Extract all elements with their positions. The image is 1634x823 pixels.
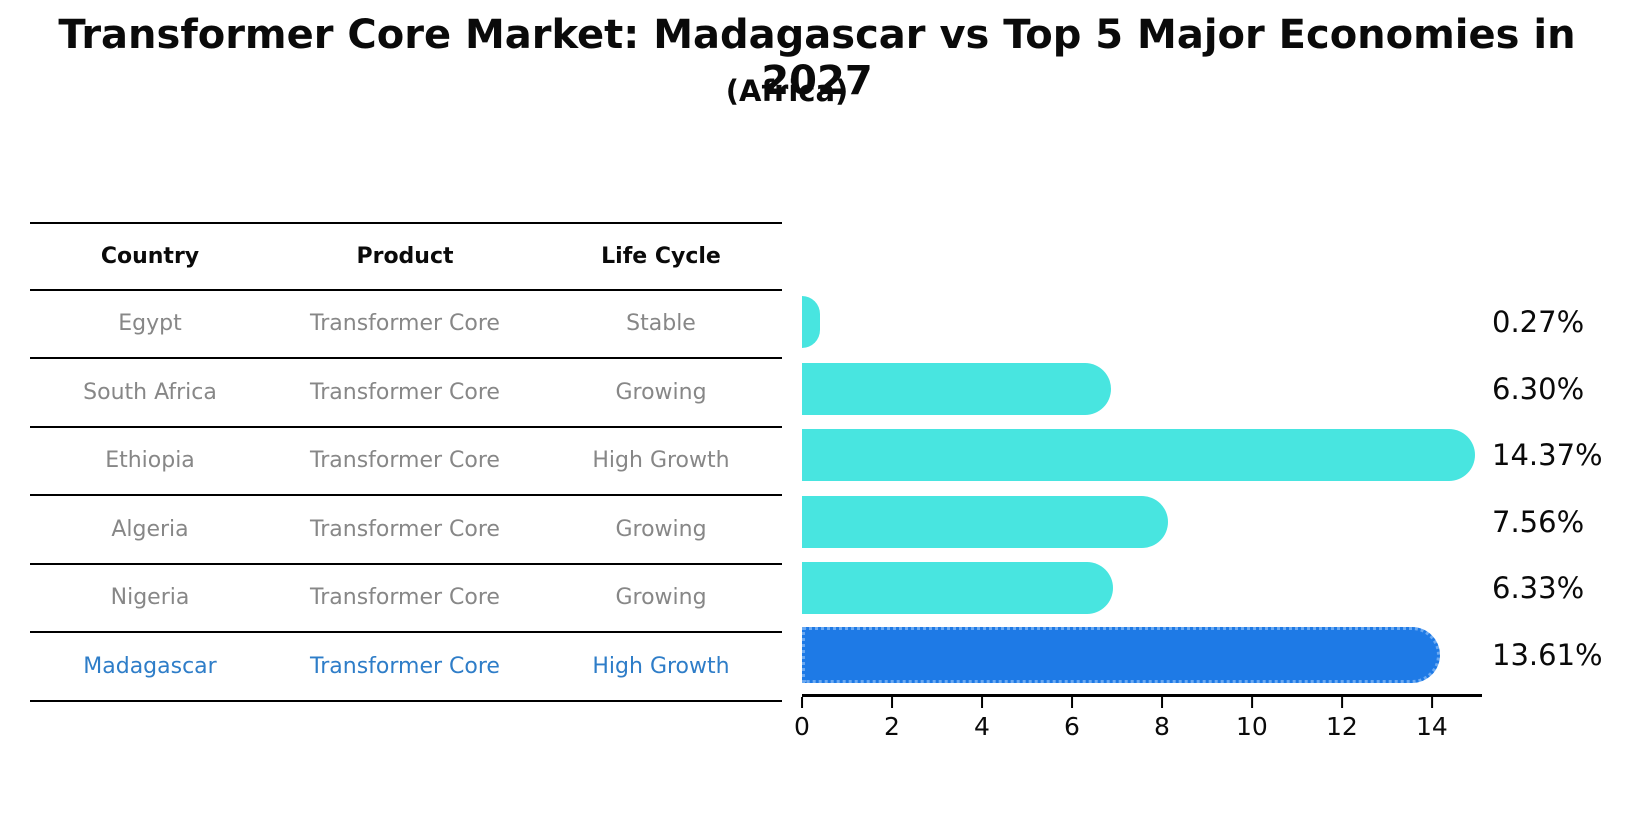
tick-label: 8 [1153, 712, 1170, 741]
bar-south-africa [802, 362, 1112, 415]
bar-algeria [802, 495, 1169, 548]
column-header-lifecycle: Life Cycle [601, 243, 721, 269]
table-row-egypt: Egypt Transformer Core Stable [30, 291, 782, 359]
lifecycle-cell: Growing [615, 379, 707, 405]
x-tick: 8 [1154, 697, 1170, 741]
tick-mark [1070, 697, 1074, 708]
tick-label: 4 [974, 712, 990, 741]
bar-row [802, 555, 1480, 622]
country-cell: Algeria [111, 516, 189, 542]
x-tick: 14 [1416, 697, 1448, 741]
x-tick: 10 [1236, 697, 1268, 741]
value-label-column: 0.27% 6.30% 14.37% 7.56% 6.33% 13.61% [1492, 289, 1632, 688]
value-label-south-africa: 6.30% [1492, 371, 1585, 406]
table-row-madagascar: Madagascar Transformer Core High Growth [30, 633, 782, 702]
tick-label: 10 [1235, 712, 1268, 741]
bar-plot-area [802, 289, 1480, 688]
lifecycle-cell: High Growth [592, 653, 730, 679]
tick-mark [1430, 697, 1434, 708]
value-label-nigeria: 6.33% [1492, 571, 1585, 606]
bar-ethiopia [802, 429, 1475, 482]
tick-mark [800, 697, 804, 708]
tick-label: 0 [794, 712, 810, 741]
country-cell: Madagascar [83, 653, 217, 679]
table-row-south-africa: South Africa Transformer Core Growing [30, 359, 782, 428]
country-cell: Ethiopia [105, 448, 195, 474]
bar-egypt [802, 296, 820, 349]
country-cell: Egypt [118, 311, 182, 337]
bar-nigeria [802, 562, 1113, 615]
tick-label: 2 [884, 712, 900, 741]
tick-label: 6 [1063, 712, 1080, 741]
x-tick: 0 [794, 697, 810, 741]
x-axis-line [802, 694, 1482, 697]
lifecycle-cell: Growing [615, 516, 707, 542]
product-cell: Transformer Core [310, 448, 500, 474]
bar-madagascar [802, 626, 1441, 683]
bar-row [802, 622, 1480, 689]
value-label-madagascar: 13.61% [1492, 637, 1603, 672]
bar-row [802, 356, 1480, 423]
country-cell: South Africa [83, 379, 217, 405]
chart-title: Transformer Core Market: Madagascar vs T… [58, 12, 1576, 104]
lifecycle-cell: Growing [615, 585, 707, 611]
value-label-egypt: 0.27% [1492, 305, 1585, 340]
table-row-algeria: Algeria Transformer Core Growing [30, 496, 782, 565]
tick-label: 14 [1415, 712, 1448, 741]
tick-mark [1160, 697, 1164, 708]
value-label-algeria: 7.56% [1492, 504, 1585, 539]
x-tick: 6 [1064, 697, 1080, 741]
bar-row [802, 489, 1480, 556]
tick-label: 12 [1325, 712, 1358, 741]
product-cell: Transformer Core [310, 379, 500, 405]
x-tick: 12 [1326, 697, 1358, 741]
country-table: Country Product Life Cycle Egypt Transfo… [30, 222, 782, 702]
product-cell: Transformer Core [310, 311, 500, 337]
table-header-row: Country Product Life Cycle [30, 224, 782, 291]
bar-row [802, 289, 1480, 356]
tick-mark [890, 697, 894, 708]
product-cell: Transformer Core [310, 516, 500, 542]
country-cell: Nigeria [110, 585, 190, 611]
table-row-ethiopia: Ethiopia Transformer Core High Growth [30, 428, 782, 496]
tick-mark [1340, 697, 1344, 708]
column-header-country: Country [100, 243, 200, 269]
table-row-nigeria: Nigeria Transformer Core Growing [30, 565, 782, 633]
lifecycle-cell: High Growth [592, 448, 730, 474]
chart-subtitle: (Africa) [725, 74, 849, 108]
column-header-product: Product [356, 243, 454, 269]
bar-row [802, 422, 1480, 489]
tick-mark [980, 697, 984, 708]
product-cell: Transformer Core [310, 653, 500, 679]
value-label-ethiopia: 14.37% [1492, 438, 1603, 473]
x-tick: 2 [884, 697, 900, 741]
tick-mark [1250, 697, 1254, 708]
product-cell: Transformer Core [310, 585, 500, 611]
x-tick: 4 [974, 697, 990, 741]
x-axis-ticks: 0 2 4 6 8 10 12 14 [794, 697, 1480, 757]
lifecycle-cell: Stable [626, 311, 696, 337]
